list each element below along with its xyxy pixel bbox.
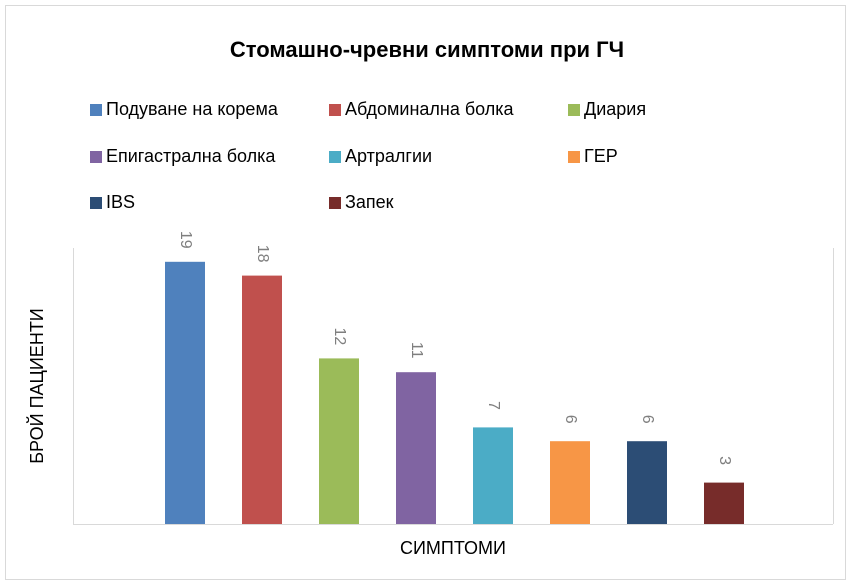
bar bbox=[396, 372, 436, 524]
legend-swatch bbox=[568, 151, 580, 163]
bar bbox=[473, 427, 513, 524]
bar bbox=[242, 275, 282, 524]
legend-label: Запек bbox=[345, 192, 394, 212]
legend-swatch bbox=[568, 104, 580, 116]
data-label: 6 bbox=[639, 415, 656, 424]
legend-label: Диария bbox=[584, 99, 646, 119]
legend-swatch bbox=[329, 197, 341, 209]
legend-swatch bbox=[329, 104, 341, 116]
data-label: 11 bbox=[408, 342, 425, 359]
x-axis-label: СИМПТОМИ bbox=[400, 538, 506, 558]
bar bbox=[704, 482, 744, 524]
legend-label: Артралгии bbox=[345, 146, 432, 166]
legend-label: Абдоминална болка bbox=[345, 99, 515, 119]
bar bbox=[627, 441, 667, 524]
legend-label: IBS bbox=[106, 192, 135, 212]
bar bbox=[165, 261, 205, 524]
legend-swatch bbox=[90, 151, 102, 163]
data-label: 19 bbox=[177, 231, 194, 249]
bar bbox=[319, 358, 359, 524]
data-label: 18 bbox=[254, 245, 271, 263]
data-label: 7 bbox=[485, 401, 502, 410]
legend-label: Епигастрална болка bbox=[106, 146, 276, 166]
legend-label: ГЕР bbox=[584, 146, 618, 166]
data-label: 12 bbox=[331, 328, 348, 346]
legend-label: Подуване на корема bbox=[106, 99, 279, 119]
legend-swatch bbox=[329, 151, 341, 163]
chart-title: Стомашно-чревни симптоми при ГЧ bbox=[230, 37, 624, 62]
data-label: 6 bbox=[562, 415, 579, 424]
bar bbox=[550, 441, 590, 524]
data-label: 3 bbox=[716, 456, 733, 465]
y-axis-label: БРОЙ ПАЦИЕНТИ bbox=[26, 308, 47, 464]
legend-swatch bbox=[90, 197, 102, 209]
legend-swatch bbox=[90, 104, 102, 116]
